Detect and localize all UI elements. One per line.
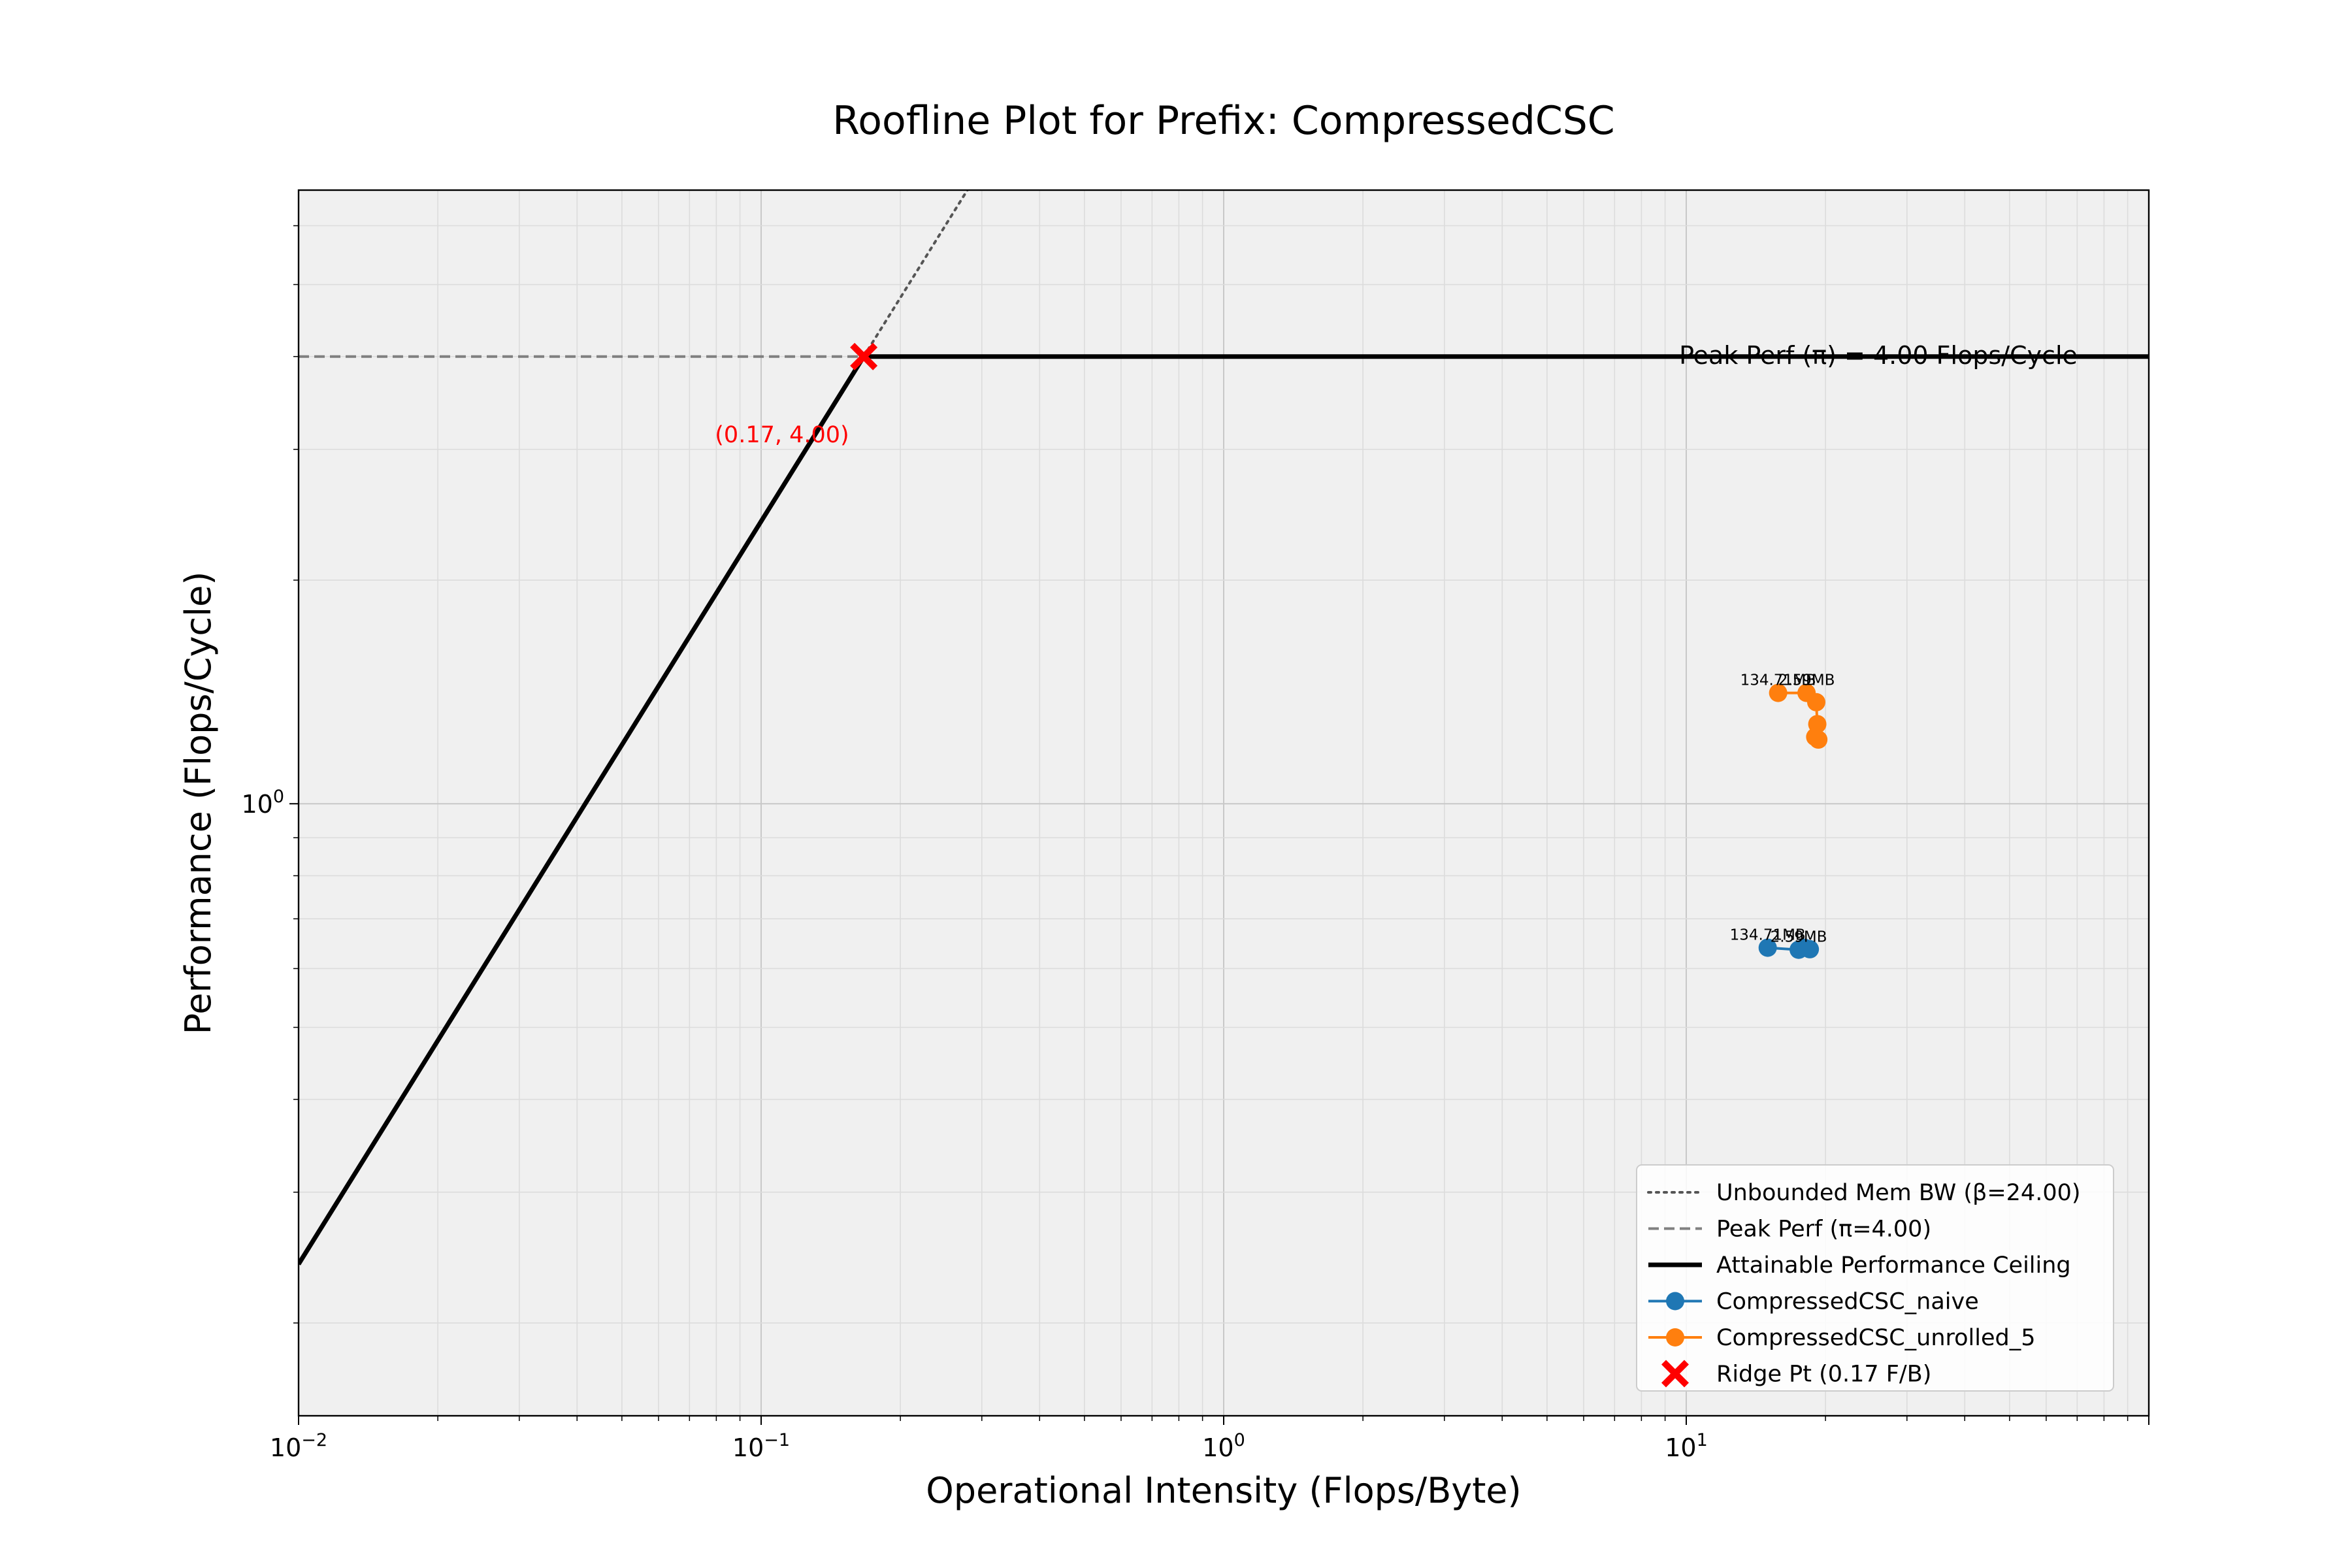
peak-perf-annotation: Peak Perf (π) = 4.00 Flops/Cycle [1679,341,2078,370]
ridge-point-label: (0.17, 4.00) [715,422,849,448]
legend-box [1636,1164,2114,1392]
axis-ticks: 10−2 10−1 100 101 100 [241,225,2149,1462]
x-tick-label: 10−1 [732,1430,790,1462]
legend-label: CompressedCSC_unrolled_5 [1716,1325,2036,1351]
legend-label: Attainable Performance Ceiling [1716,1252,2071,1279]
chart-title: Roofline Plot for Prefix: CompressedCSC [832,98,1614,144]
data-point [1806,693,1825,711]
y-axis-title: Performance (Flops/Cycle) [178,572,219,1035]
x-tick-label: 100 [1202,1430,1245,1462]
point-size-label: 2.59MB [1778,672,1835,689]
ridge-point-marker [850,342,878,370]
data-series [1758,683,1828,959]
legend-label: Peak Perf (π=4.00) [1716,1217,1931,1243]
point-size-label: 134.71MB [1730,927,1806,944]
x-tick-label: 10−2 [270,1430,327,1462]
legend-label: CompressedCSC_naive [1716,1289,1979,1315]
data-point [1801,939,1820,958]
legend-handle-marker [1666,1292,1684,1311]
data-point [1769,683,1788,702]
x-tick-label: 101 [1665,1430,1708,1462]
legend: Unbounded Mem BW (β=24.00) Peak Perf (π=4… [1636,1164,2114,1392]
point-size-label: 2.59MB [1771,929,1827,946]
y-tick-label: 100 [241,787,284,819]
roofline-lines [299,190,2149,1266]
x-axis-title: Operational Intensity (Flops/Byte) [926,1470,1521,1511]
legend-handle-x-marker [1661,1360,1689,1388]
memory-bound-ceiling [299,355,866,1266]
legend-handle-marker [1666,1328,1684,1347]
data-point [1758,938,1777,957]
legend-label: Unbounded Mem BW (β=24.00) [1716,1180,2081,1206]
data-point [1809,730,1828,749]
legend-label: Ridge Pt (0.17 F/B) [1716,1362,1931,1388]
unbounded-mem-bw-line [862,190,970,358]
point-size-label: 134.71MB [1740,672,1816,689]
